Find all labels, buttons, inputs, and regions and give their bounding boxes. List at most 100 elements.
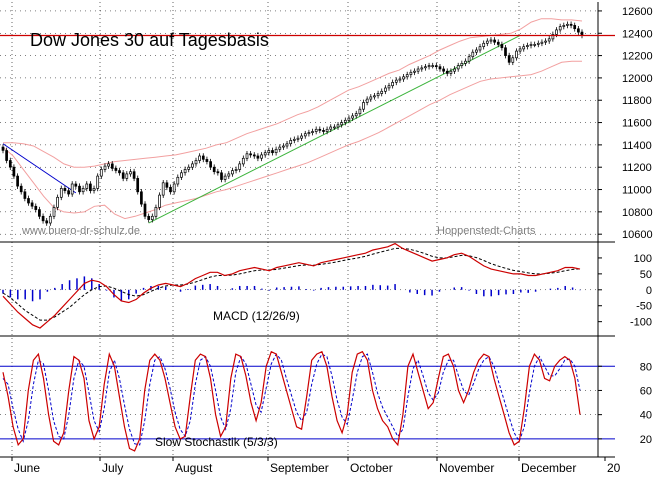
- candle-body: [405, 74, 409, 78]
- candle-body: [504, 47, 507, 56]
- candle-body: [515, 50, 518, 59]
- candle-body: [413, 70, 416, 73]
- candle-body: [187, 166, 191, 170]
- candle-body: [336, 124, 340, 128]
- candle-body: [438, 66, 442, 70]
- candle-body: [533, 44, 537, 46]
- candle-body: [238, 163, 242, 170]
- candle-body: [365, 98, 369, 103]
- macd-signal-line: [2, 247, 581, 321]
- macd-tick-label: -100: [630, 317, 652, 329]
- candle-body: [369, 96, 373, 100]
- candle-body: [555, 29, 558, 35]
- candle-body: [384, 87, 387, 92]
- candle-body: [125, 173, 129, 179]
- price-tick-label: 12600: [622, 6, 653, 18]
- candle-body: [260, 154, 263, 159]
- candle-body: [227, 173, 231, 177]
- candle-body: [27, 198, 30, 204]
- candle-body: [289, 140, 293, 145]
- candle-body: [234, 169, 238, 171]
- macd-tick-label: -50: [636, 301, 652, 313]
- candle-body: [12, 166, 16, 177]
- candle-body: [475, 49, 478, 53]
- candle-body: [424, 66, 427, 69]
- candle-body: [387, 85, 391, 89]
- candle-body: [30, 202, 34, 207]
- candle-body: [354, 113, 358, 117]
- candle-body: [547, 38, 551, 42]
- stochastic-k-line: [2, 350, 581, 452]
- candle-body: [493, 39, 496, 43]
- candle-body: [96, 175, 100, 189]
- candle-body: [303, 133, 307, 137]
- candle-body: [99, 169, 103, 177]
- month-tick-label: 20: [607, 461, 621, 475]
- month-tick-label: July: [102, 461, 123, 475]
- stochastic-tick-label: 80: [640, 361, 652, 373]
- candle-body: [522, 46, 526, 50]
- candle-body: [158, 194, 161, 208]
- candle-body: [544, 40, 547, 43]
- month-tick-label: December: [521, 461, 576, 475]
- candle-body: [500, 44, 504, 49]
- candle-body: [267, 150, 271, 154]
- candle-body: [427, 65, 431, 68]
- price-tick-label: 11800: [622, 95, 652, 107]
- stochastic-tick-label: 60: [640, 385, 652, 397]
- candle-body: [63, 188, 67, 191]
- price-tick-label: 12000: [622, 73, 653, 85]
- macd-panel: [2, 242, 581, 329]
- candle-body: [478, 46, 482, 51]
- candle-body: [434, 65, 438, 68]
- candle-body: [318, 128, 322, 131]
- candle-body: [540, 41, 544, 44]
- candle-body: [558, 26, 562, 31]
- candle-body: [471, 51, 475, 58]
- candle-body: [41, 215, 45, 222]
- candle-body: [577, 28, 580, 33]
- candle-body: [201, 155, 205, 160]
- macd-tick-label: 100: [634, 253, 652, 265]
- candle-body: [431, 65, 435, 67]
- candle-body: [161, 182, 165, 196]
- candle-body: [180, 172, 183, 178]
- macd-label: MACD (12/26/9): [213, 309, 300, 323]
- candle-body: [5, 150, 8, 161]
- candle-body: [467, 56, 471, 62]
- candle-body: [1, 146, 5, 151]
- candle-body: [453, 68, 456, 72]
- candle-body: [464, 60, 467, 64]
- candle-body: [445, 70, 449, 74]
- candle-body: [329, 126, 333, 130]
- candle-body: [529, 44, 533, 46]
- month-tick-label: June: [14, 461, 40, 475]
- candle-body: [52, 207, 56, 217]
- candle-body: [296, 137, 300, 140]
- price-tick-label: 11200: [622, 162, 652, 174]
- candle-body: [376, 93, 380, 97]
- candle-body: [449, 70, 453, 74]
- candle-body: [147, 215, 151, 220]
- candle-body: [300, 135, 303, 139]
- candle-body: [114, 167, 118, 171]
- candle-body: [19, 185, 23, 193]
- candle-body: [78, 185, 81, 193]
- candle-body: [416, 68, 420, 72]
- candle-body: [136, 178, 140, 193]
- candle-body: [391, 82, 394, 87]
- candle-body: [325, 128, 329, 132]
- candle-body: [271, 150, 274, 154]
- month-tick-label: November: [439, 461, 494, 475]
- candle-body: [340, 122, 344, 126]
- candle-body: [198, 155, 201, 161]
- price-tick-label: 10600: [622, 229, 653, 241]
- candle-body: [307, 132, 311, 135]
- chart-title: Dow Jones 30 auf Tagesbasis: [30, 30, 269, 50]
- bollinger-lower-band: [2, 60, 582, 220]
- month-tick-label: September: [270, 461, 329, 475]
- watermark-left: www.buero-dr-schulz.de: [21, 225, 140, 237]
- candle-body: [245, 153, 249, 159]
- candle-body: [536, 42, 540, 45]
